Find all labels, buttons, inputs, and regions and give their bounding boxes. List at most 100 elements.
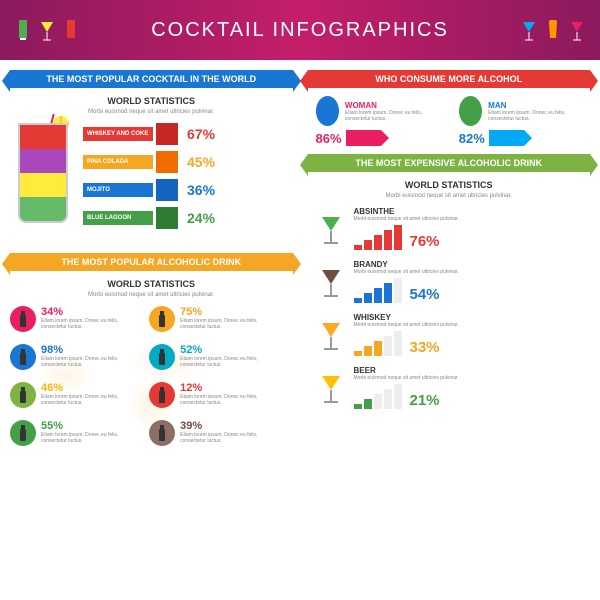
consume-label: MAN [488, 101, 582, 110]
subtitle: WORLD STATISTICS [308, 180, 591, 190]
bottle-icon [10, 306, 36, 332]
expensive-item: BRANDY Morbi euismod neque sit amet ultr… [316, 260, 583, 303]
bottle-icon [10, 344, 36, 370]
exp-bars [354, 384, 402, 409]
consume-pct: 86% [316, 131, 342, 146]
world-item: 98% Etiam lorem ipsum. Donec eu felis, c… [10, 344, 137, 370]
item-label: WHISKEY AND COKE [83, 127, 153, 141]
world-pct: 46% [41, 382, 137, 394]
drink-icon [156, 151, 178, 173]
item-pct: 36% [187, 182, 215, 198]
world-item: 46% Etiam lorem ipsum. Donec eu felis, c… [10, 382, 137, 408]
world-desc: Etiam lorem ipsum. Donec eu felis, conse… [41, 318, 137, 330]
world-item: 75% Etiam lorem ipsum. Donec eu felis, c… [149, 306, 276, 332]
world-pct: 98% [41, 344, 137, 356]
avatar-icon [459, 96, 482, 126]
popular-item: BLUE LAGOON 24% [83, 207, 293, 229]
world-desc: Etiam lorem ipsum. Donec eu felis, conse… [41, 394, 137, 406]
subtitle: WORLD STATISTICS [10, 279, 293, 289]
exp-name: BEER [354, 366, 583, 375]
page-title: COCKTAIL INFOGRAPHICS [151, 19, 449, 42]
bottle-icon [149, 420, 175, 446]
ribbon-popular-drink: THE MOST POPULAR ALCOHOLIC DRINK [10, 253, 293, 271]
avatar-icon [316, 96, 339, 126]
drink-icon [156, 207, 178, 229]
item-label: MOJITO [83, 183, 153, 197]
expensive-item: ABSINTHE Morbi euismod neque sit amet ul… [316, 207, 583, 250]
header: COCKTAIL INFOGRAPHICS [0, 0, 600, 60]
consume-label: WOMAN [345, 101, 439, 110]
flag-bar [346, 130, 381, 146]
consume-col: WOMAN Etiam lorem ipsum. Donec eu felis,… [316, 96, 439, 146]
bottle-icon [149, 382, 175, 408]
drink-glass-icon [316, 317, 346, 352]
world-item: 52% Etiam lorem ipsum. Donec eu felis, c… [149, 344, 276, 370]
drink-icon [156, 179, 178, 201]
consume-col: MAN Etiam lorem ipsum. Donec eu felis, c… [459, 96, 582, 146]
world-desc: Etiam lorem ipsum. Donec eu felis, conse… [41, 432, 137, 444]
item-label: BLUE LAGOON [83, 211, 153, 225]
world-pct: 52% [180, 344, 276, 356]
world-pct: 55% [41, 420, 137, 432]
subtext: Morbi euismod neque sit amet ultricies p… [10, 292, 293, 298]
exp-pct: 33% [410, 339, 440, 356]
bottle-icon [10, 382, 36, 408]
popular-item: WHISKEY AND COKE 67% [83, 123, 293, 145]
bottle-icon [149, 344, 175, 370]
popular-cocktail-section: THE MOST POPULAR COCKTAIL IN THE WORLD W… [10, 70, 293, 243]
world-desc: Etiam lorem ipsum. Donec eu felis, conse… [180, 356, 276, 368]
bottle-icon [10, 420, 36, 446]
bottle-icon [149, 306, 175, 332]
exp-bars [354, 278, 402, 303]
exp-pct: 54% [410, 286, 440, 303]
consume-desc: Etiam lorem ipsum. Donec eu felis, conse… [488, 110, 582, 122]
exp-pct: 76% [410, 233, 440, 250]
drink-glass-icon [316, 370, 346, 405]
world-desc: Etiam lorem ipsum. Donec eu felis, conse… [180, 394, 276, 406]
flag-bar [489, 130, 524, 146]
drink-glass-icon [316, 211, 346, 246]
exp-bars [354, 225, 402, 250]
expensive-section: THE MOST EXPENSIVE ALCOHOLIC DRINK WORLD… [308, 154, 591, 409]
subtext: Morbi euismod neque sit amet ultricies p… [308, 193, 591, 199]
item-pct: 24% [187, 210, 215, 226]
consume-pct: 82% [459, 131, 485, 146]
popular-item: PINA COLADA 45% [83, 151, 293, 173]
popular-bars: WHISKEY AND COKE 67% PINA COLADA 45% MOJIT… [83, 123, 293, 243]
exp-pct: 21% [410, 392, 440, 409]
world-item: 39% Etiam lorem ipsum. Donec eu felis, c… [149, 420, 276, 446]
world-pct: 39% [180, 420, 276, 432]
exp-bars [354, 331, 402, 356]
world-grid: 34% Etiam lorem ipsum. Donec eu felis, c… [10, 306, 293, 446]
subtitle: WORLD STATISTICS [10, 96, 293, 106]
consume-section: WHO CONSUME MORE ALCOHOL WOMAN Etiam lor… [308, 70, 591, 146]
header-icons-right [521, 18, 585, 42]
world-item: 34% Etiam lorem ipsum. Donec eu felis, c… [10, 306, 137, 332]
world-desc: Etiam lorem ipsum. Donec eu felis, conse… [41, 356, 137, 368]
header-icons-left [15, 18, 79, 42]
world-pct: 75% [180, 306, 276, 318]
item-pct: 45% [187, 154, 215, 170]
expensive-item: WHISKEY Morbi euismod neque sit amet ult… [316, 313, 583, 356]
drink-glass-icon [316, 264, 346, 299]
world-item: 12% Etiam lorem ipsum. Donec eu felis, c… [149, 382, 276, 408]
world-pct: 12% [180, 382, 276, 394]
popular-drink-section: THE MOST POPULAR ALCOHOLIC DRINK WORLD S… [10, 253, 293, 446]
exp-name: WHISKEY [354, 313, 583, 322]
exp-name: BRANDY [354, 260, 583, 269]
ribbon-popular-cocktail: THE MOST POPULAR COCKTAIL IN THE WORLD [10, 70, 293, 88]
item-label: PINA COLADA [83, 155, 153, 169]
world-desc: Etiam lorem ipsum. Donec eu felis, conse… [180, 318, 276, 330]
world-pct: 34% [41, 306, 137, 318]
consume-desc: Etiam lorem ipsum. Donec eu felis, conse… [345, 110, 439, 122]
ribbon-expensive: THE MOST EXPENSIVE ALCOHOLIC DRINK [308, 154, 591, 172]
expensive-item: BEER Morbi euismod neque sit amet ultric… [316, 366, 583, 409]
ribbon-consume: WHO CONSUME MORE ALCOHOL [308, 70, 591, 88]
cocktail-glass-illustration [10, 123, 75, 243]
popular-item: MOJITO 36% [83, 179, 293, 201]
world-item: 55% Etiam lorem ipsum. Donec eu felis, c… [10, 420, 137, 446]
exp-name: ABSINTHE [354, 207, 583, 216]
world-desc: Etiam lorem ipsum. Donec eu felis, conse… [180, 432, 276, 444]
drink-icon [156, 123, 178, 145]
item-pct: 67% [187, 126, 215, 142]
